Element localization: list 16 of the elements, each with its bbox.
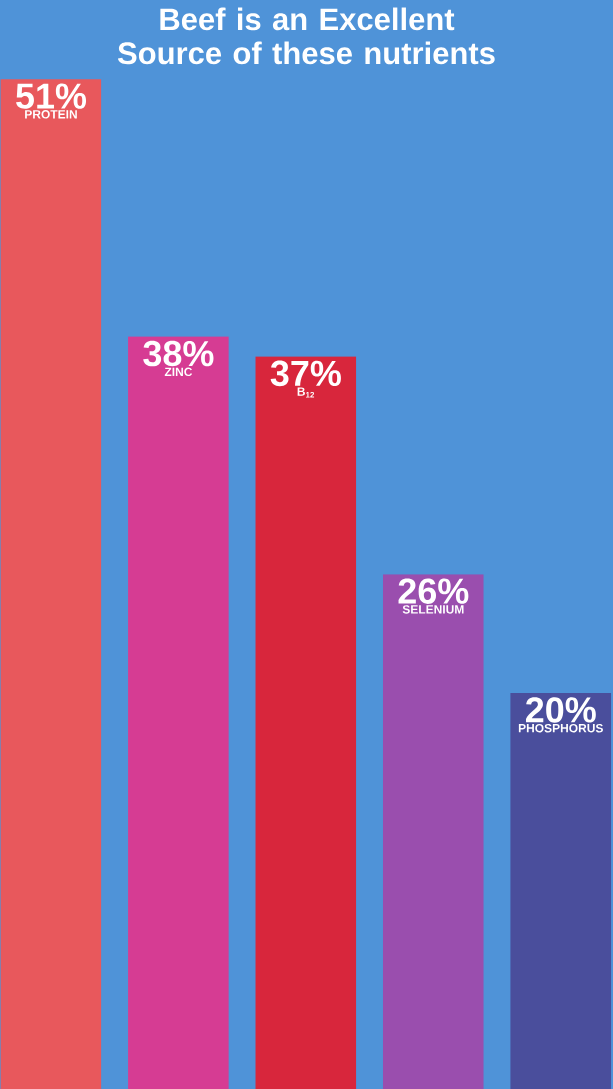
data-label: 38% [143, 340, 214, 367]
bar [255, 356, 357, 1089]
bar [510, 693, 612, 1089]
data-label: 37% [270, 360, 341, 387]
x-tick-label: PROTEIN [25, 110, 77, 119]
bar [128, 336, 229, 1089]
x-tick-label: SELENIUM [402, 605, 464, 614]
bar [382, 574, 484, 1089]
data-label: 20% [525, 697, 596, 723]
x-tick-label: B$_{12}$ [297, 387, 315, 398]
text: Beef is an Excellent Source of these nutrients [117, 7, 495, 65]
x-tick-label: PHOSPHORUS [518, 723, 603, 733]
data-label: 26% [398, 578, 469, 604]
bar [0, 79, 102, 1089]
x-tick-label: ZINC [164, 367, 193, 377]
data-label: 51% [16, 83, 87, 109]
